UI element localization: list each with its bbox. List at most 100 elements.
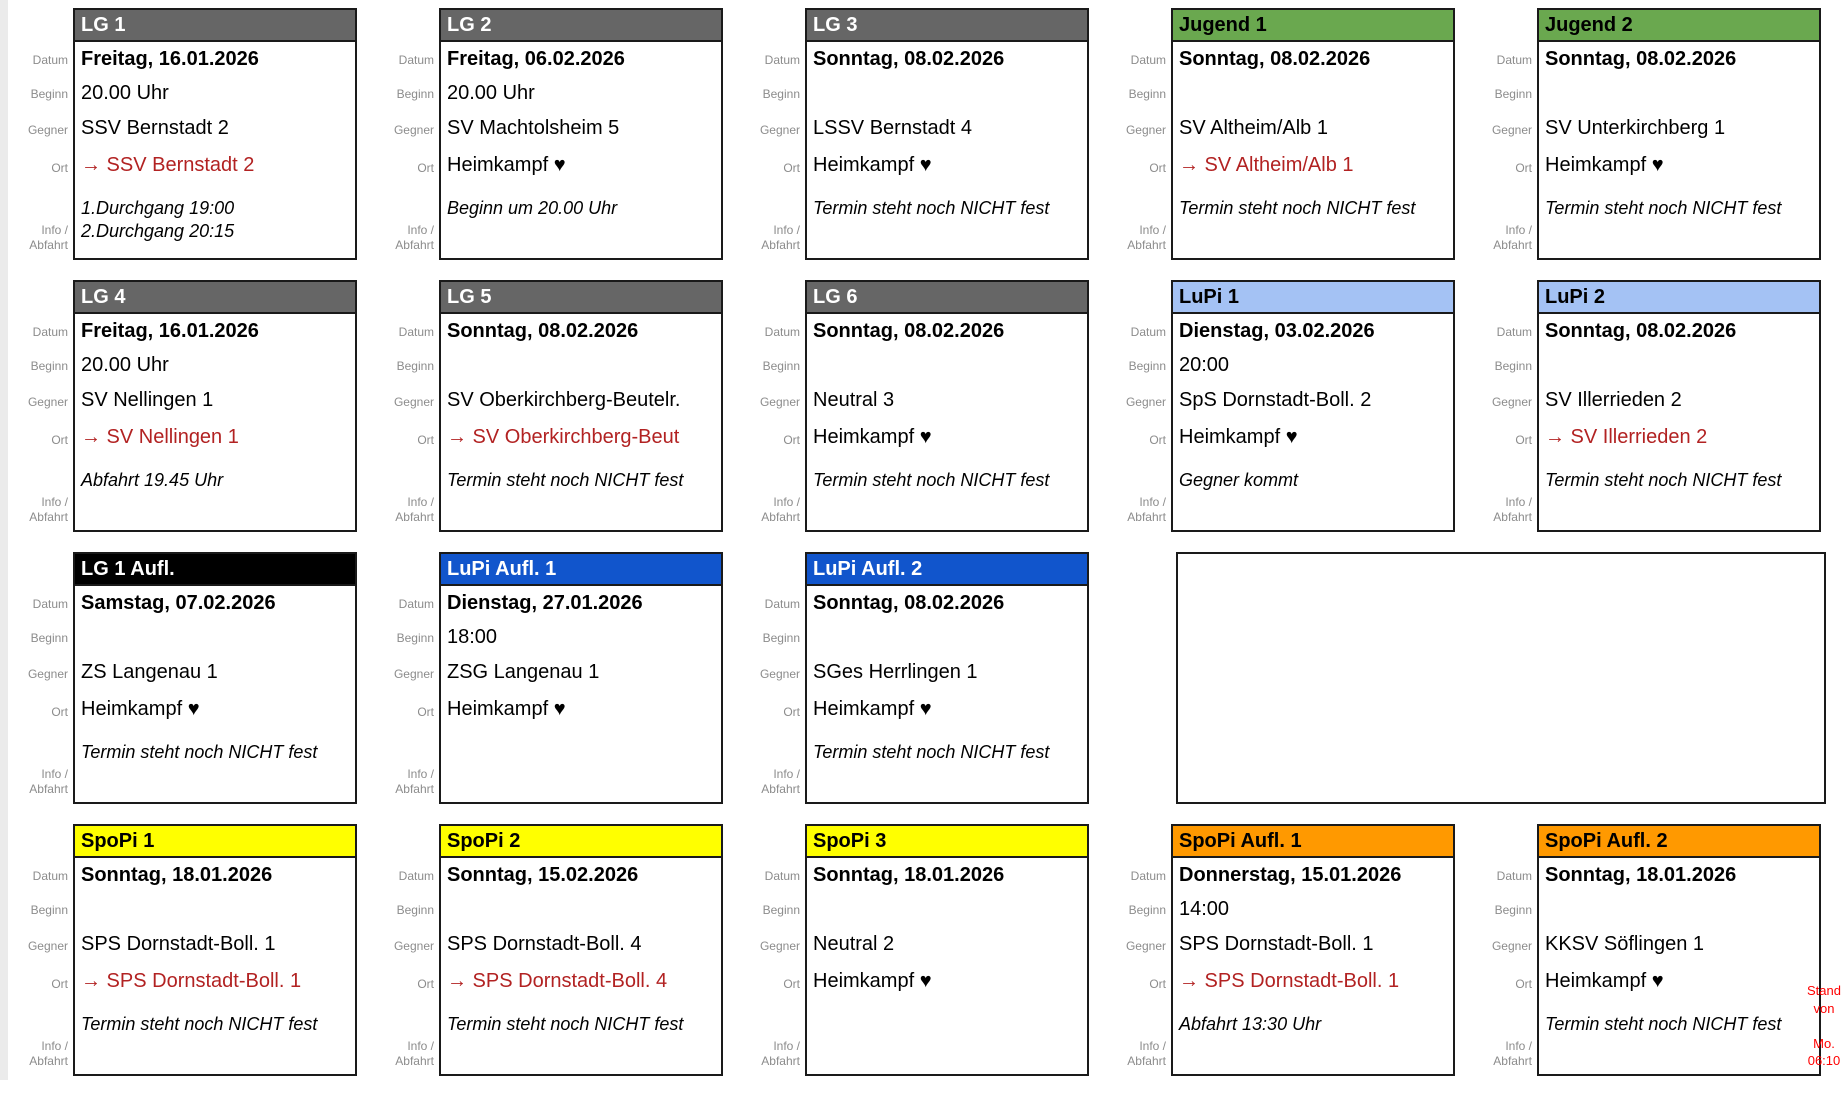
header-spacer: [8, 8, 68, 40]
beginn-value: [75, 620, 355, 654]
info-value: Beginn um 20.00 Uhr: [447, 198, 618, 218]
datum-label: Datum: [32, 53, 68, 67]
card-title: LG 1 Aufl.: [75, 554, 355, 586]
gegner-label: Gegner: [759, 123, 800, 137]
ort-value: Heimkampf ♥: [81, 697, 200, 720]
header-spacer: [1472, 280, 1532, 312]
info-abfahrt-label: Info / Abfahrt: [29, 494, 68, 525]
field-label-column: Datum Beginn Gegner Ort Info / Abfahrt: [374, 8, 439, 260]
datum-value: Sonntag, 18.01.2026: [1545, 863, 1737, 886]
datum-value: Sonntag, 18.01.2026: [813, 863, 1005, 886]
info-value: Termin steht noch NICHT fest: [813, 742, 1050, 762]
beginn-label: Beginn: [30, 631, 68, 645]
field-label-column: Datum Beginn Gegner Ort Info / Abfahrt: [8, 8, 73, 260]
match-card-slot: Datum Beginn Gegner Ort Info / Abfahrt L…: [8, 552, 357, 804]
info-abfahrt-label: Info / Abfahrt: [761, 494, 800, 525]
gegner-value: SV Illerrieden 2: [1545, 388, 1682, 411]
info-abfahrt-label: Info / Abfahrt: [395, 766, 434, 797]
datum-value: Dienstag, 27.01.2026: [447, 591, 643, 614]
info-abfahrt-label: Info / Abfahrt: [1493, 222, 1532, 253]
match-card: LuPi 2 Sonntag, 08.02.2026 SV Illerriede…: [1537, 280, 1821, 532]
card-title: LuPi Aufl. 1: [441, 554, 721, 586]
match-card: SpoPi Aufl. 1 Donnerstag, 15.01.2026 14:…: [1171, 824, 1455, 1076]
gegner-label: Gegner: [1491, 395, 1532, 409]
match-card-slot: Datum Beginn Gegner Ort Info / Abfahrt L…: [374, 8, 723, 260]
beginn-value: 20.00 Uhr: [447, 81, 535, 104]
beginn-label: Beginn: [1494, 903, 1532, 917]
last-updated-note: Stand von Mo. 06:10: [1807, 983, 1841, 1069]
beginn-value: [1539, 76, 1819, 110]
match-card-slot: Datum Beginn Gegner Ort Info / Abfahrt L…: [374, 280, 723, 532]
info-abfahrt-label: Info / Abfahrt: [761, 766, 800, 797]
info-abfahrt-label: Info / Abfahrt: [395, 1038, 434, 1069]
datum-value: Freitag, 16.01.2026: [81, 319, 259, 342]
datum-value: Sonntag, 08.02.2026: [447, 319, 639, 342]
datum-label: Datum: [1130, 53, 1166, 67]
match-card-slot: Datum Beginn Gegner Ort Info / Abfahrt J…: [1472, 8, 1821, 260]
datum-label: Datum: [1496, 869, 1532, 883]
info-value: Termin steht noch NICHT fest: [1545, 198, 1782, 218]
match-card-slot: Datum Beginn Gegner Ort Info / Abfahrt L…: [740, 280, 1089, 532]
beginn-label: Beginn: [396, 631, 434, 645]
ort-label: Ort: [417, 433, 434, 447]
gegner-label: Gegner: [27, 939, 68, 953]
datum-label: Datum: [764, 53, 800, 67]
ort-value: → SPS Dornstadt-Boll. 1: [1179, 969, 1400, 992]
gegner-value: SpS Dornstadt-Boll. 2: [1179, 388, 1372, 411]
beginn-value: [75, 892, 355, 926]
ort-value: Heimkampf ♥: [813, 153, 932, 176]
match-card-slot: Datum Beginn Gegner Ort Info / Abfahrt S…: [8, 824, 357, 1076]
field-label-column: Datum Beginn Gegner Ort Info / Abfahrt: [740, 280, 805, 532]
beginn-label: Beginn: [1128, 359, 1166, 373]
field-label-column: Datum Beginn Gegner Ort Info / Abfahrt: [1106, 280, 1171, 532]
datum-label: Datum: [1130, 325, 1166, 339]
gegner-value: SV Unterkirchberg 1: [1545, 116, 1726, 139]
ort-value: → SSV Bernstadt 2: [81, 153, 255, 176]
info-abfahrt-label: Info / Abfahrt: [1127, 1038, 1166, 1069]
info-abfahrt-label: Info / Abfahrt: [29, 222, 68, 253]
datum-label: Datum: [1496, 53, 1532, 67]
beginn-label: Beginn: [1494, 359, 1532, 373]
info-value: [441, 728, 721, 802]
match-card: LG 1 Aufl. Samstag, 07.02.2026 ZS Langen…: [73, 552, 357, 804]
card-title: LuPi 1: [1173, 282, 1453, 314]
match-card-slot: Datum Beginn Gegner Ort Info / Abfahrt S…: [1106, 824, 1455, 1076]
datum-value: Sonntag, 08.02.2026: [813, 591, 1005, 614]
datum-value: Sonntag, 15.02.2026: [447, 863, 639, 886]
beginn-value: 20.00 Uhr: [81, 81, 169, 104]
datum-value: Sonntag, 08.02.2026: [1545, 47, 1737, 70]
empty-card-placeholder: [1176, 552, 1826, 804]
field-label-column: Datum Beginn Gegner Ort Info / Abfahrt: [740, 8, 805, 260]
schedule-row: Datum Beginn Gegner Ort Info / Abfahrt L…: [8, 280, 1838, 532]
ort-value: → SV Nellingen 1: [81, 425, 239, 448]
header-spacer: [1472, 824, 1532, 856]
gegner-label: Gegner: [1125, 123, 1166, 137]
ort-label: Ort: [783, 161, 800, 175]
ort-label: Ort: [783, 433, 800, 447]
ort-label: Ort: [417, 161, 434, 175]
ort-value: Heimkampf ♥: [813, 425, 932, 448]
field-label-column: Datum Beginn Gegner Ort Info / Abfahrt: [1106, 824, 1171, 1076]
field-label-column: Datum Beginn Gegner Ort Info / Abfahrt: [740, 552, 805, 804]
header-spacer: [374, 552, 434, 584]
match-card-slot: Datum Beginn Gegner Ort Info / Abfahrt L…: [1106, 280, 1455, 532]
ort-label: Ort: [1515, 161, 1532, 175]
ort-value: → SPS Dornstadt-Boll. 1: [81, 969, 302, 992]
header-spacer: [374, 824, 434, 856]
header-spacer: [740, 824, 800, 856]
beginn-value: 14:00: [1179, 897, 1230, 920]
beginn-value: 20:00: [1179, 353, 1230, 376]
beginn-label: Beginn: [1494, 87, 1532, 101]
info-value: Termin steht noch NICHT fest: [1179, 198, 1416, 218]
schedule-row: Datum Beginn Gegner Ort Info / Abfahrt S…: [8, 824, 1838, 1076]
datum-label: Datum: [32, 597, 68, 611]
field-label-column: Datum Beginn Gegner Ort Info / Abfahrt: [374, 280, 439, 532]
datum-label: Datum: [398, 869, 434, 883]
info-abfahrt-label: Info / Abfahrt: [29, 766, 68, 797]
gegner-value: SGes Herrlingen 1: [813, 660, 978, 683]
match-card-slot: Datum Beginn Gegner Ort Info / Abfahrt J…: [1106, 8, 1455, 260]
gegner-value: Neutral 3: [813, 388, 895, 411]
beginn-value: [441, 348, 721, 382]
card-title: LuPi 2: [1539, 282, 1819, 314]
match-card: LG 1 Freitag, 16.01.2026 20.00 Uhr SSV B…: [73, 8, 357, 260]
